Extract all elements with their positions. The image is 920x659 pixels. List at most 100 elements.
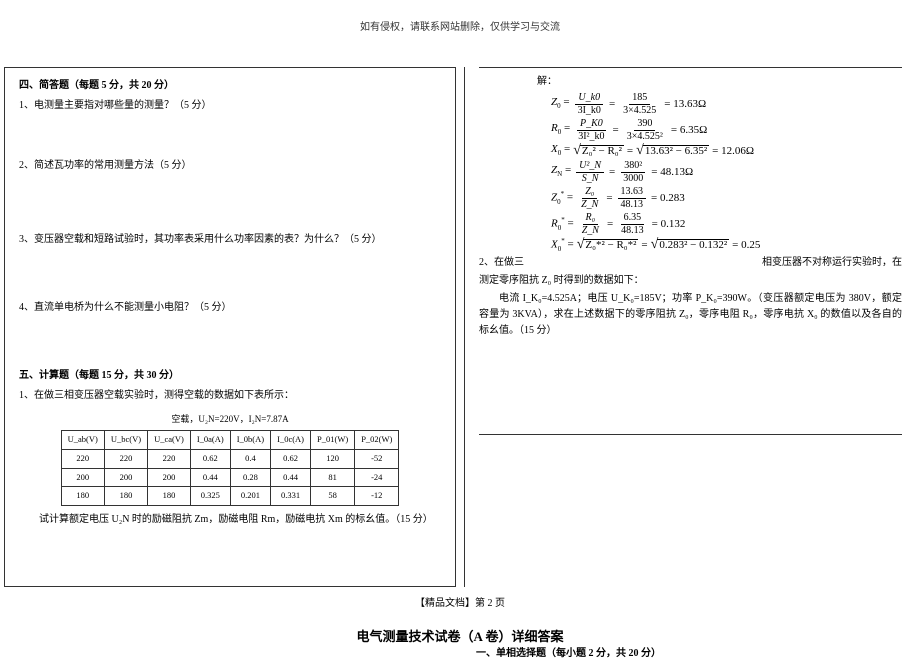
q4-1: 1、电测量主要指对哪些量的测量？（5 分）	[19, 98, 441, 114]
eq-rad: Z₀*² − R₀*²	[583, 239, 638, 251]
eq-d2: 3×4.525	[620, 105, 659, 117]
td: 0.201	[230, 487, 270, 506]
td: 58	[311, 487, 355, 506]
header-note: 如有侵权，请联系网站删除，仅供学习与交流	[0, 0, 920, 39]
eq-z0: Z0 = U_k03I_k0 = 1853×4.525 = 13.63Ω	[551, 92, 902, 116]
equations-block: Z0 = U_k03I_k0 = 1853×4.525 = 13.63Ω R0 …	[479, 92, 902, 253]
eq-n: Z₀	[582, 186, 597, 199]
td: 180	[61, 487, 104, 506]
td: 200	[61, 468, 104, 487]
page-marker: 【精品文档】第 2 页	[0, 594, 920, 609]
eq-eq: =	[609, 99, 615, 110]
table-row: 180 180 180 0.325 0.201 0.331 58 -12	[61, 487, 399, 506]
q4-2: 2、简述瓦功率的常用测量方法（5 分）	[19, 158, 441, 174]
eq-z0s: Z0* = Z₀Z_N = 13.6348.13 = 0.283	[551, 186, 902, 210]
td: -12	[355, 487, 399, 506]
eq-x0s: X0* = Z₀*² − R₀*² = 0.283² − 0.132² = 0.…	[551, 238, 902, 253]
td: -24	[355, 468, 399, 487]
eq-res: = 0.283	[651, 193, 685, 204]
td: 200	[104, 468, 147, 487]
answers-title: 电气测量技术试卷（A 卷）详细答案	[0, 626, 920, 645]
q4-3: 3、变压器空载和短路试验时，其功率表采用什么功率因素的表？为什么？（5 分）	[19, 232, 441, 248]
right-column: 解： Z0 = U_k03I_k0 = 1853×4.525 = 13.63Ω …	[464, 67, 916, 587]
eq-zn: ZN = U²_NS_N = 380²3000 = 48.13Ω	[551, 160, 902, 184]
q2-line2: 测定零序阻抗 Z₀ 时得到的数据如下：	[479, 273, 902, 289]
eq-n: P_K0	[577, 118, 606, 131]
q2-pre: 2、在做三	[479, 255, 524, 271]
q5-1-note: 试计算额定电压 U₂N 时的励磁阻抗 Zm，励磁电阻 Rm，励磁电抗 Xm 的标…	[19, 512, 441, 528]
eq-rad2: 13.63² − 6.35²	[643, 145, 709, 157]
two-column-layout: 四、简答题（每题 5 分，共 20 分） 1、电测量主要指对哪些量的测量？（5 …	[0, 39, 920, 587]
table-row: 220 220 220 0.62 0.4 0.62 120 -52	[61, 449, 399, 468]
eq-lhs: X0* =	[551, 238, 574, 253]
td: 0.44	[271, 468, 311, 487]
eq-n2: 6.35	[621, 212, 645, 225]
eq-n2: 185	[629, 92, 650, 105]
eq-n2: 380²	[621, 160, 645, 173]
eq-n: U²_N	[576, 160, 604, 173]
table-caption: 空载，U₂N=220V，I₂N=7.87A	[19, 412, 441, 426]
eq-res: = 12.06Ω	[712, 146, 754, 157]
eq-lhs: R0* =	[551, 217, 574, 232]
eq-d2: 3000	[620, 173, 646, 185]
eq-lhs: Z0 =	[551, 97, 570, 110]
eq-r0s: R0* = R₀Z_N = 6.3548.13 = 0.132	[551, 212, 902, 236]
td: 0.4	[230, 449, 270, 468]
eq-d: Z_N	[579, 225, 602, 237]
eq-eq: =	[627, 146, 633, 157]
td: 200	[148, 468, 191, 487]
eq-d: 3I_k0	[575, 105, 604, 117]
eq-d: S_N	[579, 173, 602, 185]
eq-res: = 48.13Ω	[651, 167, 693, 178]
eq-lhs: X0 =	[551, 144, 570, 157]
td: 180	[104, 487, 147, 506]
eq-n: R₀	[583, 212, 599, 225]
eq-eq: =	[613, 125, 619, 136]
td: 81	[311, 468, 355, 487]
td: 220	[148, 449, 191, 468]
eq-d: Z_N	[578, 199, 601, 211]
th: U_bc(V)	[104, 431, 147, 450]
eq-d2: 3×4.525²	[624, 131, 666, 143]
eq-d2: 48.13	[618, 199, 647, 211]
eq-res: = 6.35Ω	[671, 125, 707, 136]
q4-4: 4、直流单电桥为什么不能测量小电阻？（5 分）	[19, 300, 441, 316]
eq-res: = 0.25	[732, 240, 760, 251]
th: I_0a(A)	[190, 431, 230, 450]
td: -52	[355, 449, 399, 468]
answers-section1: 一、单相选择题（每小题 2 分，共 20 分）	[476, 644, 661, 659]
eq-d2: 48.13	[618, 225, 647, 237]
q2-line3: 电流 I_K₀=4.525A；电压 U_K₀=185V；功率 P_K₀=390W…	[479, 291, 902, 339]
eq-res: = 0.132	[652, 219, 686, 230]
td: 0.331	[271, 487, 311, 506]
eq-lhs: Z0* =	[551, 191, 573, 206]
eq-rad: Z₀² − R₀²	[580, 145, 624, 157]
td: 120	[311, 449, 355, 468]
eq-rad2: 0.283² − 0.132²	[657, 239, 729, 251]
td: 0.325	[190, 487, 230, 506]
eq-d: 3I²_k0	[575, 131, 607, 143]
table-header-row: U_ab(V) U_bc(V) U_ca(V) I_0a(A) I_0b(A) …	[61, 431, 399, 450]
eq-eq: =	[607, 219, 613, 230]
eq-lhs: R0 =	[551, 123, 570, 136]
q2-line1: 2、在做三 相变压器不对称运行实验时，在	[479, 255, 902, 271]
th: I_0c(A)	[271, 431, 311, 450]
eq-lhs: ZN =	[551, 165, 571, 178]
table-row: 200 200 200 0.44 0.28 0.44 81 -24	[61, 468, 399, 487]
th: U_ab(V)	[61, 431, 104, 450]
th: U_ca(V)	[148, 431, 191, 450]
th: P_02(W)	[355, 431, 399, 450]
td: 220	[104, 449, 147, 468]
eq-n: U_k0	[575, 92, 603, 105]
data-table: U_ab(V) U_bc(V) U_ca(V) I_0a(A) I_0b(A) …	[61, 430, 400, 505]
eq-res: = 13.63Ω	[664, 99, 706, 110]
td: 0.28	[230, 468, 270, 487]
section5-heading: 五、计算题（每题 15 分，共 30 分）	[19, 368, 441, 384]
q5-1: 1、在做三相变压器空载实验时，测得空载的数据如下表所示：	[19, 388, 441, 404]
solve-label: 解：	[479, 74, 902, 90]
eq-n2: 390	[634, 118, 655, 131]
eq-r0: R0 = P_K03I²_k0 = 3903×4.525² = 6.35Ω	[551, 118, 902, 142]
eq-n2: 13.63	[618, 186, 647, 199]
td: 180	[148, 487, 191, 506]
td: 0.62	[190, 449, 230, 468]
